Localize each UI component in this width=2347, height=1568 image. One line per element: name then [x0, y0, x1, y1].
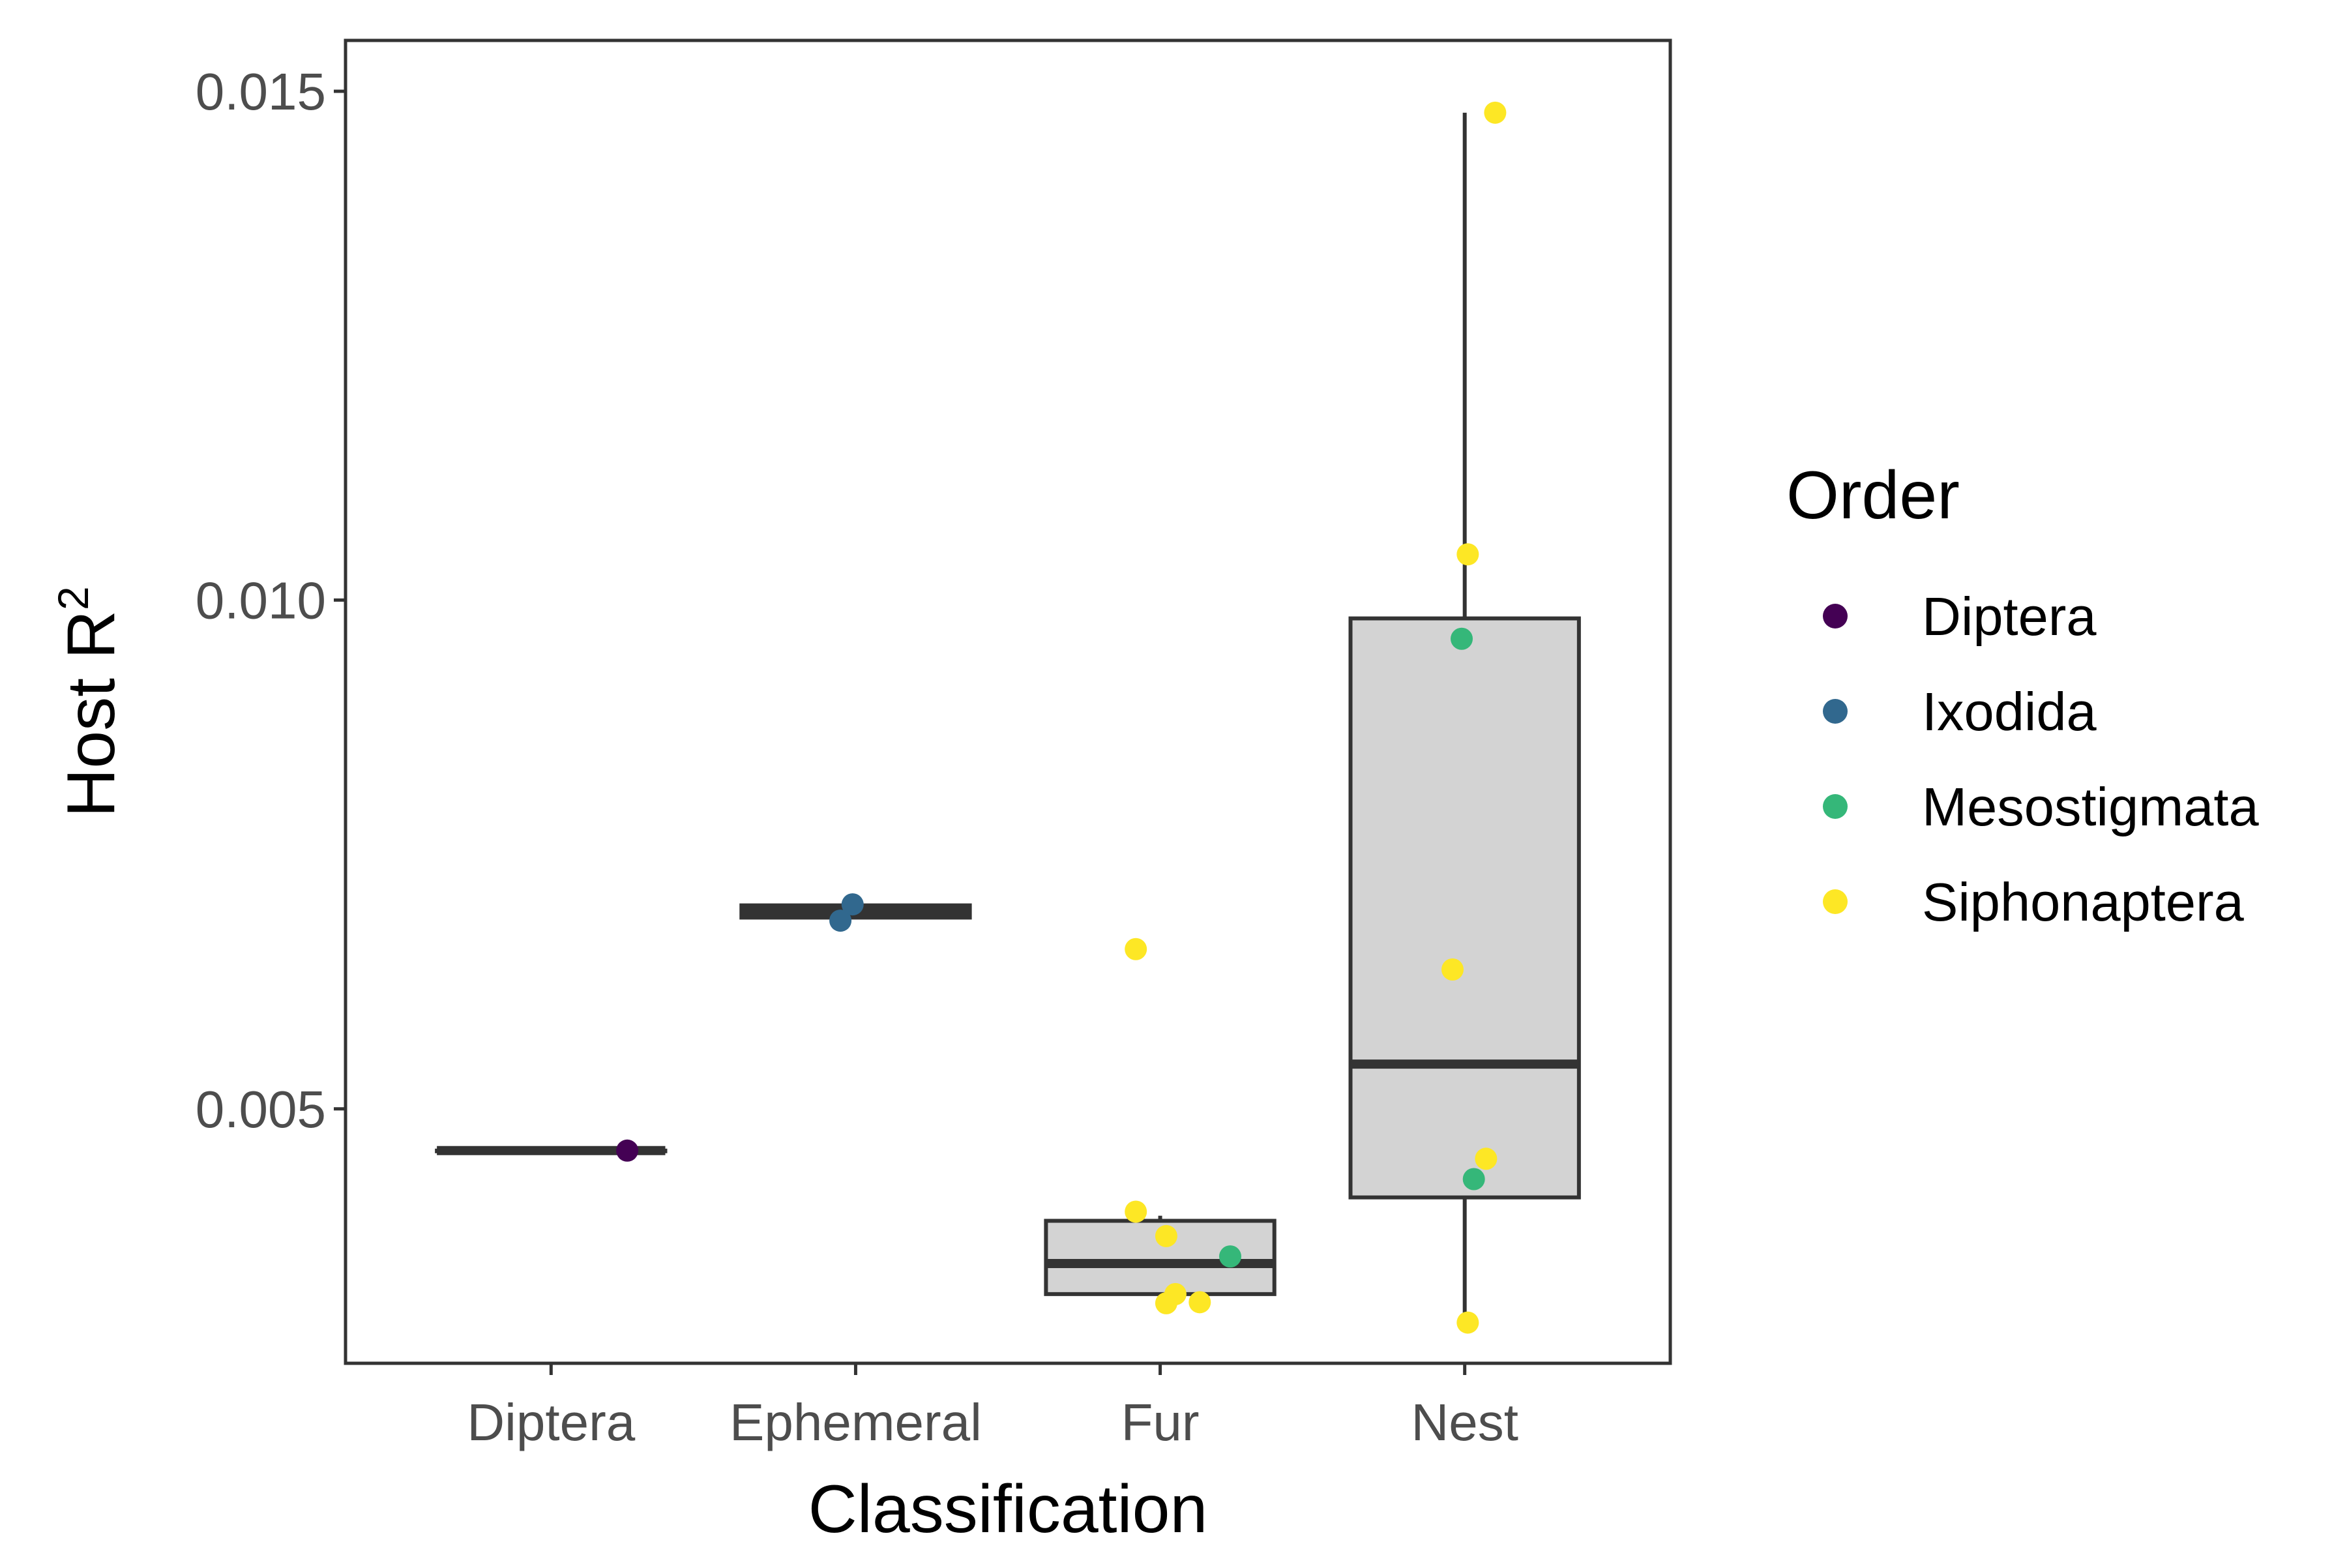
box-nest: [1348, 616, 1581, 1200]
data-point-siphonaptera: [1441, 958, 1464, 981]
y-tick-label: 0.015: [196, 63, 326, 121]
panel-border: [344, 38, 1672, 1365]
x-tick-label: Fur: [1121, 1393, 1200, 1451]
y-axis-title-superscript: 2: [49, 586, 97, 610]
data-point-siphonaptera: [1475, 1147, 1498, 1170]
data-point-siphonaptera: [1155, 1224, 1177, 1247]
data-point-mesostigmata: [1451, 627, 1473, 650]
x-tick-label: Ephemeral: [730, 1393, 982, 1451]
legend-label-diptera: Diptera: [1922, 586, 2097, 647]
data-point-diptera: [616, 1139, 639, 1162]
legend-key-siphonaptera: [1823, 889, 1848, 914]
y-tick-label: 0.010: [196, 571, 326, 629]
data-point-ixodida: [841, 893, 864, 916]
axes: 0.005 0.010 0.015 Diptera Ephemeral Fur Nest: [196, 38, 1672, 1451]
data-point-mesostigmata: [1219, 1245, 1242, 1268]
data-point-siphonaptera: [1125, 938, 1147, 960]
data-point-siphonaptera: [1456, 543, 1479, 566]
y-axis-title: Host R2: [49, 586, 129, 818]
data-point-ixodida: [829, 910, 852, 932]
legend-key-mesostigmata: [1823, 794, 1848, 819]
legend-label-siphonaptera: Siphonaptera: [1922, 872, 2245, 932]
y-axis-title-main: Host R: [53, 610, 129, 818]
data-point-siphonaptera: [1155, 1292, 1177, 1314]
legend-label-mesostigmata: Mesostigmata: [1922, 777, 2259, 837]
data-point-siphonaptera: [1456, 1311, 1479, 1334]
legend: Order Diptera Ixodida Mesostigmata Siphonap…: [1786, 458, 2259, 932]
data-point-siphonaptera: [1484, 101, 1507, 124]
legend-title: Order: [1786, 458, 1960, 533]
x-axis-title: Classification: [808, 1472, 1208, 1547]
plot-area: [435, 101, 1581, 1334]
legend-label-ixodida: Ixodida: [1922, 681, 2097, 742]
y-tick-label: 0.005: [196, 1080, 326, 1138]
legend-key-diptera: [1823, 604, 1848, 629]
legend-key-ixodida: [1823, 699, 1848, 724]
data-point-siphonaptera: [1125, 1200, 1147, 1223]
x-tick-label: Diptera: [467, 1393, 635, 1451]
x-tick-label: Nest: [1411, 1393, 1518, 1451]
data-point-siphonaptera: [1188, 1291, 1211, 1314]
data-point-mesostigmata: [1462, 1168, 1485, 1191]
